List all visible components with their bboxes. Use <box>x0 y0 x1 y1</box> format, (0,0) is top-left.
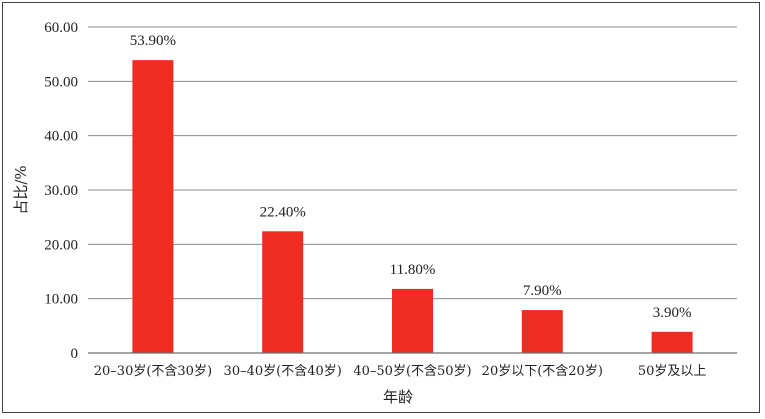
y-axis-title: 占比/% <box>12 165 30 214</box>
y-tick-labels: 0 10.00 20.00 30.00 40.00 50.00 60.00 <box>44 20 78 362</box>
data-label: 11.80% <box>390 262 436 278</box>
bar <box>132 60 174 353</box>
data-label: 53.90% <box>130 33 176 49</box>
y-tick-label: 50.00 <box>44 74 78 90</box>
category-labels: 20–30岁(不含30岁) 30–40岁(不含40岁) 40–50岁(不含50岁) 2… <box>94 363 707 379</box>
category-label: 20–30岁(不含30岁) <box>94 363 212 379</box>
data-label: 7.90% <box>523 283 562 299</box>
data-label: 3.90% <box>653 305 692 321</box>
category-label: 20岁以下(不含20岁) <box>482 363 603 379</box>
bar <box>392 288 433 353</box>
y-tick-label: 20.00 <box>44 237 78 253</box>
x-axis-title: 年龄 <box>383 388 413 406</box>
y-tick-label: 60.00 <box>44 20 78 36</box>
bar <box>521 310 563 353</box>
gridlines <box>88 26 737 300</box>
y-tick-label: 10.00 <box>44 292 78 308</box>
bar <box>262 231 304 353</box>
chart-frame <box>2 2 760 413</box>
y-tick-label: 0 <box>71 346 79 362</box>
y-tick-label: 40.00 <box>44 129 78 145</box>
data-label: 22.40% <box>260 204 306 220</box>
category-label: 30–40岁(不含40岁) <box>224 363 342 379</box>
data-labels: 53.90% 22.40% 11.80% 7.90% 3.90% <box>130 33 692 321</box>
category-label: 40–50岁(不含50岁) <box>353 363 471 379</box>
category-label: 50岁及以上 <box>638 364 707 379</box>
bar <box>651 331 693 353</box>
y-tick-label: 30.00 <box>44 183 78 199</box>
bars <box>132 60 693 353</box>
